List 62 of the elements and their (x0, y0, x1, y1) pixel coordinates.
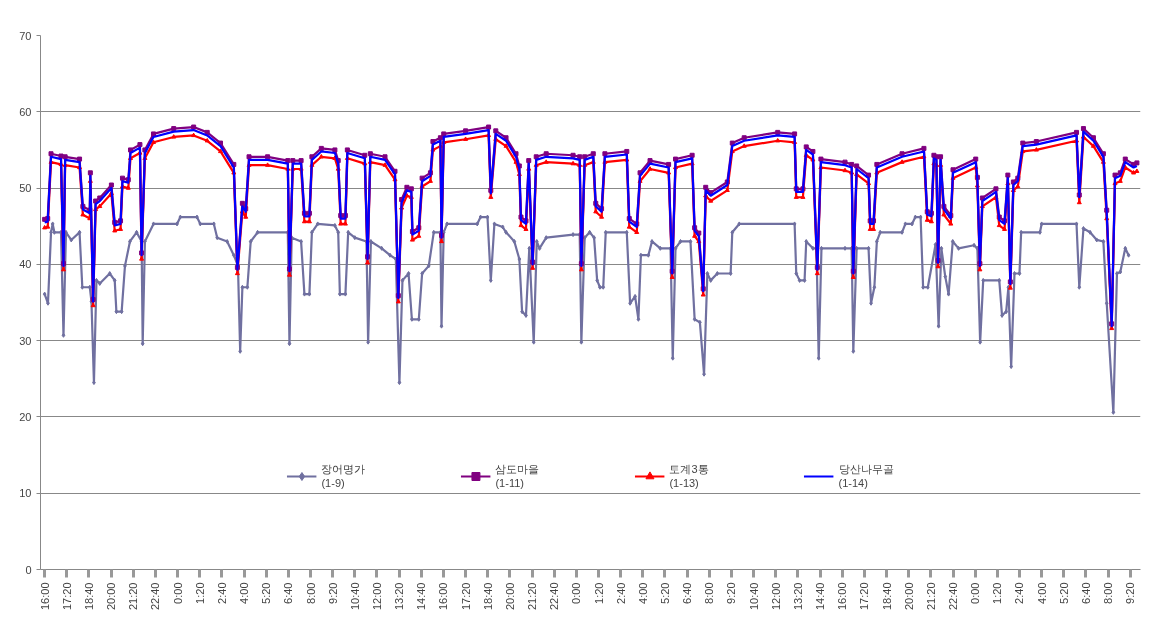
x-tick-label: 21:20 (924, 582, 937, 611)
x-tick-label: 21:20 (127, 582, 140, 611)
x-tick-label: 1:20 (991, 582, 1004, 604)
x-tick-label: 8:00 (304, 582, 317, 604)
x-tick-label: 5:20 (260, 582, 273, 604)
x-tick-label: 9:20 (725, 582, 738, 604)
y-tick-label: 20 (19, 410, 32, 423)
x-tick-label: 22:40 (548, 582, 561, 611)
x-tick-label: 0:00 (969, 582, 982, 604)
x-tick-label: 2:40 (215, 582, 228, 604)
x-tick-label: 1:20 (592, 582, 605, 604)
x-tick-label: 2:40 (1013, 582, 1026, 604)
x-tick-label: 5:20 (1057, 582, 1070, 604)
x-tick-label: 9:20 (1124, 582, 1137, 604)
legend-label: 토계3통 (1-13) (669, 462, 709, 489)
y-tick-label: 10 (19, 487, 32, 500)
x-tick-label: 14:40 (814, 582, 827, 611)
x-tick-label: 17:20 (459, 582, 472, 611)
x-tick-label: 22:40 (947, 582, 960, 611)
x-tick-label: 4:00 (636, 582, 649, 604)
y-tick-label: 0 (25, 563, 32, 576)
y-tick-label: 30 (19, 334, 32, 347)
y-tick-label: 60 (19, 105, 32, 118)
x-tick-label: 22:40 (149, 582, 162, 611)
x-tick-label: 12:00 (769, 582, 782, 611)
x-tick-label: 6:40 (1079, 582, 1092, 604)
x-tick-label: 16:00 (38, 582, 51, 611)
legend-label: 장어명가 (1-9) (321, 462, 366, 489)
y-tick-label: 70 (19, 29, 32, 42)
x-tick-label: 0:00 (570, 582, 583, 604)
legend-label: 삼도마을 (1-11) (495, 462, 540, 489)
x-tick-label: 2:40 (614, 582, 627, 604)
x-tick-label: 18:40 (481, 582, 494, 611)
x-tick-label: 20:00 (105, 582, 118, 611)
x-tick-label: 21:20 (526, 582, 539, 611)
x-tick-label: 14:40 (415, 582, 428, 611)
x-tick-label: 8:00 (703, 582, 716, 604)
x-tick-label: 6:40 (282, 582, 295, 604)
legend-label: 당산나무골 (1-14) (838, 462, 894, 489)
x-tick-label: 20:00 (902, 582, 915, 611)
x-tick-label: 0:00 (171, 582, 184, 604)
x-tick-label: 10:40 (348, 582, 361, 611)
x-tick-label: 16:00 (437, 582, 450, 611)
x-tick-label: 17:20 (858, 582, 871, 611)
y-tick-label: 40 (19, 258, 32, 271)
x-tick-label: 5:20 (659, 582, 671, 604)
x-tick-label: 10:40 (747, 582, 760, 611)
x-tick-label: 13:20 (791, 582, 804, 611)
x-tick-label: 20:00 (503, 582, 516, 611)
x-tick-label: 17:20 (60, 582, 73, 611)
x-tick-label: 4:00 (238, 582, 251, 604)
x-tick-label: 4:00 (1035, 582, 1048, 604)
x-tick-label: 12:00 (370, 582, 383, 611)
x-tick-label: 8:00 (1102, 582, 1115, 604)
x-tick-label: 9:20 (326, 582, 339, 604)
x-tick-label: 18:40 (82, 582, 95, 611)
x-tick-label: 6:40 (681, 582, 694, 604)
x-tick-label: 1:20 (193, 582, 206, 604)
x-tick-label: 13:20 (393, 582, 406, 611)
x-tick-label: 18:40 (880, 582, 893, 611)
y-tick-label: 50 (19, 182, 32, 195)
x-tick-label: 16:00 (836, 582, 849, 611)
